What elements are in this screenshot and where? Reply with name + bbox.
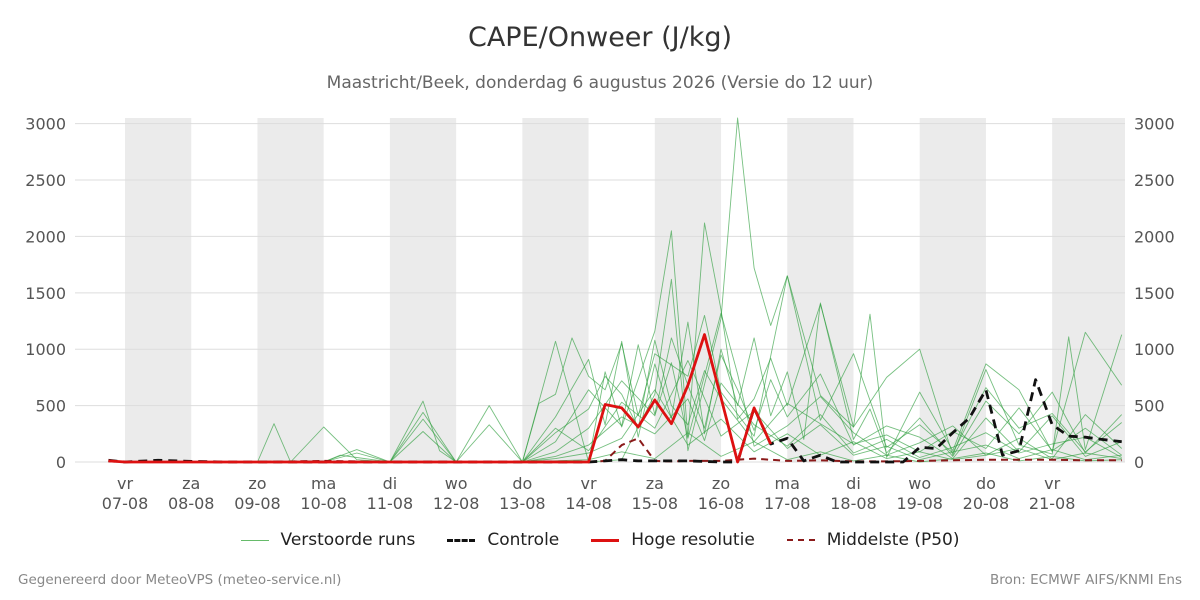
legend-item-median: Middelste (P50) [786, 530, 960, 550]
x-tick-date-5: 12-08 [433, 494, 480, 513]
footer-generated-by: Gegenereerd door MeteoVPS (meteo-service… [18, 572, 342, 588]
x-tick-date-0: 07-08 [102, 494, 149, 513]
legend-swatch-high-res [591, 538, 620, 542]
x-tick-day-10: ma [775, 474, 800, 493]
x-tick-day-9: zo [712, 474, 730, 493]
x-tick-date-8: 15-08 [632, 494, 679, 513]
x-tick-date-7: 14-08 [565, 494, 612, 513]
series-line-11 [125, 360, 1122, 463]
x-tick-day-1: za [182, 474, 200, 493]
series-line-12 [125, 389, 1122, 463]
y-tick-left-5: 2500 [25, 171, 66, 190]
y-tick-right-0: 0 [1134, 453, 1144, 472]
x-tick-date-3: 10-08 [300, 494, 347, 513]
series-line-13 [125, 432, 1122, 463]
y-tick-left-3: 1500 [25, 284, 66, 303]
x-tick-date-1: 08-08 [168, 494, 215, 513]
legend-item-perturbed: Verstoorde runs [240, 530, 416, 550]
weekend-band-4 [654, 118, 722, 462]
x-tick-day-12: wo [908, 474, 931, 493]
y-axis-left: 0 500 1000 1500 2000 2500 3000 [25, 115, 66, 472]
x-tick-day-14: vr [1044, 474, 1060, 493]
weekend-band-7 [1052, 118, 1125, 462]
y-tick-right-1: 500 [1134, 397, 1165, 416]
x-tick-day-5: wo [445, 474, 468, 493]
y-tick-left-2: 1000 [25, 340, 66, 359]
x-tick-date-12: 19-08 [896, 494, 943, 513]
legend-item-control: Controle [447, 530, 559, 550]
series-line-8 [125, 339, 1122, 463]
x-tick-date-4: 11-08 [367, 494, 414, 513]
legend-label-high-res: Hoge resolutie [631, 530, 755, 550]
series-line-0 [108, 333, 772, 464]
legend-label-median: Middelste (P50) [826, 530, 960, 550]
weekend-band-6 [919, 118, 986, 462]
series-line-6 [125, 302, 1123, 463]
legend-item-high-res: Hoge resolutie [591, 530, 755, 550]
weekend-band-2 [389, 118, 457, 462]
y-tick-left-6: 3000 [25, 115, 66, 134]
x-tick-day-2: zo [248, 474, 266, 493]
weekend-band-5 [787, 118, 854, 462]
x-tick-day-4: di [383, 474, 398, 493]
y-tick-right-6: 3000 [1134, 115, 1175, 134]
y-tick-right-3: 1500 [1134, 284, 1175, 303]
footer-source: Bron: ECMWF AIFS/KNMI Ens [989, 572, 1182, 588]
weekend-band-3 [522, 118, 589, 462]
weekend-band-0 [125, 118, 192, 462]
x-tick-day-3: ma [311, 474, 336, 493]
x-tick-date-11: 18-08 [830, 494, 877, 513]
x-tick-day-11: di [846, 474, 861, 493]
chart-subtitle: Maastricht/Beek, donderdag 6 augustus 20… [326, 73, 874, 93]
y-axis-right: 0 500 1000 1500 2000 2500 3000 [1134, 115, 1175, 472]
chart-title: CAPE/Onweer (J/kg) [467, 22, 732, 53]
x-axis: vr07-08za08-08zo09-08ma10-08di11-08wo12-… [102, 474, 1076, 513]
x-tick-day-13: do [976, 474, 996, 493]
x-tick-day-6: do [512, 474, 532, 493]
x-tick-day-8: za [646, 474, 664, 493]
weekend-band-1 [257, 118, 324, 462]
x-tick-date-9: 16-08 [698, 494, 745, 513]
series-lines [108, 117, 1123, 464]
x-tick-date-2: 09-08 [234, 494, 281, 513]
y-tick-left-0: 0 [56, 453, 66, 472]
y-tick-left-4: 2000 [25, 227, 66, 246]
y-tick-right-4: 2000 [1134, 227, 1175, 246]
x-tick-date-10: 17-08 [764, 494, 811, 513]
x-tick-date-13: 20-08 [963, 494, 1010, 513]
series-line-7 [125, 337, 1122, 463]
x-tick-day-7: vr [581, 474, 597, 493]
legend-swatch-perturbed [240, 539, 269, 541]
legend-label-control: Controle [487, 530, 560, 550]
x-tick-date-6: 13-08 [499, 494, 546, 513]
legend-label-perturbed: Verstoorde runs [280, 530, 416, 550]
series-line-3 [125, 117, 1123, 463]
y-tick-left-1: 500 [35, 397, 66, 416]
legend-swatch-median [786, 539, 815, 541]
x-tick-day-0: vr [117, 474, 133, 493]
legend: Verstoorde runs Controle Hoge resolutie … [0, 530, 1200, 550]
series-line-10 [125, 382, 1122, 463]
y-tick-right-5: 2500 [1134, 171, 1175, 190]
x-tick-date-14: 21-08 [1029, 494, 1076, 513]
legend-swatch-control [447, 538, 476, 542]
y-tick-right-2: 1000 [1134, 340, 1175, 359]
series-line-4 [125, 222, 1123, 463]
